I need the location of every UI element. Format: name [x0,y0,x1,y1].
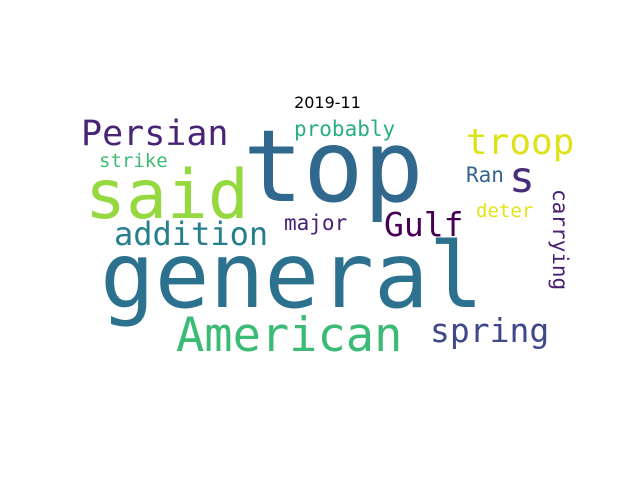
word-addition: addition [114,215,269,253]
word-said: said [85,156,249,235]
word-major: major [284,211,348,235]
word-deter: deter [476,200,534,222]
word-general: general [100,224,484,329]
wordcloud-canvas: general top said American Persian troop … [80,117,576,365]
word-probably: probably [294,117,396,141]
figure-title: 2019-11 [294,93,361,112]
word-american: American [176,308,403,363]
word-troop: troop [466,122,575,163]
word-ran: Ran [466,163,504,187]
word-persian: Persian [81,114,229,154]
word-carrying: carrying [548,189,572,291]
word-spring: spring [430,311,550,350]
word-s: s [509,153,535,203]
word-strike: strike [99,150,168,172]
word-gulf: Gulf [384,205,464,244]
word-top: top [243,108,424,225]
